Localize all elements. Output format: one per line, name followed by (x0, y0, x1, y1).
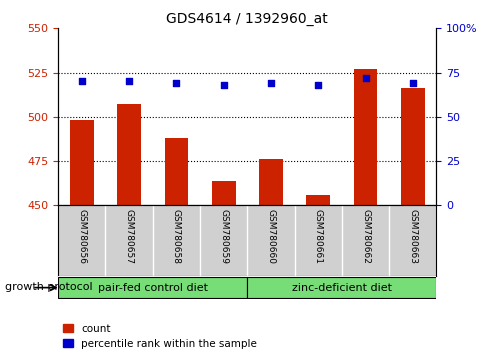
Point (78, 79, 86, 84)
Text: zinc-deficient diet: zinc-deficient diet (291, 282, 391, 293)
Point (219, 82, 227, 88)
Bar (306, 195, 330, 205)
Bar (212, 181, 235, 205)
Point (267, 80, 274, 86)
Bar (117, 104, 141, 205)
Bar (58, 277, 247, 298)
Text: GSM780663: GSM780663 (408, 209, 417, 264)
Text: GSM780661: GSM780661 (313, 209, 322, 264)
Bar (70, 120, 93, 205)
Title: GDS4614 / 1392960_at: GDS4614 / 1392960_at (166, 12, 328, 26)
Legend: count, percentile rank within the sample: count, percentile rank within the sample (63, 324, 257, 349)
Text: GSM780660: GSM780660 (266, 209, 275, 264)
Text: pair-fed control diet: pair-fed control diet (98, 282, 207, 293)
Bar (400, 88, 424, 205)
Point (408, 80, 416, 86)
Point (314, 82, 321, 88)
Point (125, 79, 133, 84)
Text: GSM780656: GSM780656 (77, 209, 86, 264)
Text: growth protocol: growth protocol (5, 282, 92, 292)
Text: GSM780658: GSM780658 (171, 209, 181, 264)
Bar (353, 69, 377, 205)
Bar (247, 277, 436, 298)
Text: GSM780662: GSM780662 (360, 209, 369, 264)
Text: GSM780657: GSM780657 (124, 209, 134, 264)
Text: GSM780659: GSM780659 (219, 209, 228, 264)
Bar (164, 138, 188, 205)
Point (361, 75, 369, 81)
Bar (258, 159, 282, 205)
Point (172, 80, 180, 86)
